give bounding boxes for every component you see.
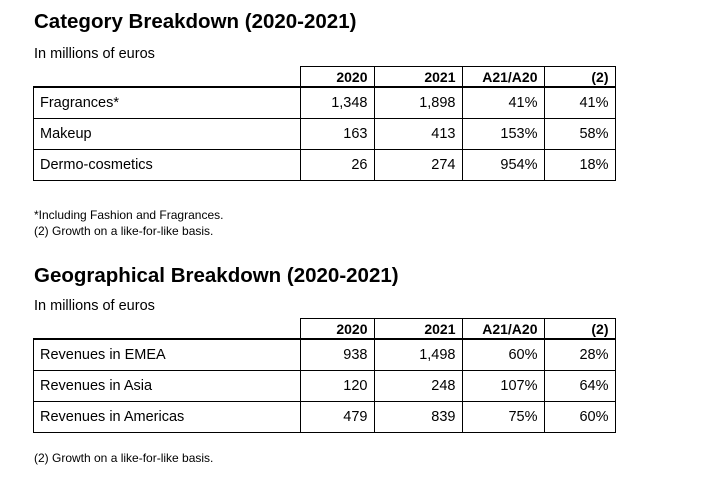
table-row: Makeup 163 413 153% 58%: [33, 118, 616, 150]
value-2020: 120: [299, 370, 375, 402]
header-2020: 2020: [299, 66, 375, 88]
value-2021: 839: [373, 401, 463, 433]
value-growth-ratio: 60%: [461, 338, 545, 371]
value-like-for-like: 28%: [543, 338, 616, 371]
value-like-for-like: 18%: [543, 149, 616, 181]
value-2021: 248: [373, 370, 463, 402]
row-label: Dermo-cosmetics: [33, 149, 301, 181]
value-2021: 1,898: [373, 86, 463, 119]
category-footnote-fashion: *Including Fashion and Fragrances.: [34, 208, 224, 222]
table-row: Revenues in Asia 120 248 107% 64%: [33, 370, 616, 402]
value-growth-ratio: 107%: [461, 370, 545, 402]
table-row: Revenues in EMEA 938 1,498 60% 28%: [33, 338, 616, 371]
value-like-for-like: 60%: [543, 401, 616, 433]
value-2020: 938: [299, 338, 375, 371]
header-blank: [33, 66, 300, 88]
header-2021: 2021: [373, 66, 463, 88]
value-2020: 1,348: [299, 86, 375, 119]
value-growth-ratio: 41%: [461, 86, 545, 119]
table-header-row: 2020 2021 A21/A20 (2): [33, 318, 616, 340]
row-label: Revenues in Asia: [33, 370, 301, 402]
value-like-for-like: 58%: [543, 118, 616, 150]
header-blank: [33, 318, 300, 340]
value-like-for-like: 41%: [543, 86, 616, 119]
row-label: Makeup: [33, 118, 301, 150]
geographical-title: Geographical Breakdown (2020-2021): [34, 264, 399, 287]
category-title: Category Breakdown (2020-2021): [34, 10, 357, 33]
table-row: Revenues in Americas 479 839 75% 60%: [33, 401, 616, 433]
category-subtitle: In millions of euros: [34, 46, 155, 62]
value-like-for-like: 64%: [543, 370, 616, 402]
value-2020: 26: [299, 149, 375, 181]
header-2020: 2020: [299, 318, 375, 340]
value-growth-ratio: 954%: [461, 149, 545, 181]
geographical-table: 2020 2021 A21/A20 (2) Revenues in EMEA 9…: [33, 318, 616, 433]
category-footnote-like-for-like: (2) Growth on a like-for-like basis.: [34, 224, 214, 238]
table-row: Fragrances* 1,348 1,898 41% 41%: [33, 86, 616, 119]
value-2020: 163: [299, 118, 375, 150]
table-header-row: 2020 2021 A21/A20 (2): [33, 66, 616, 88]
value-2021: 274: [373, 149, 463, 181]
header-growth-ratio: A21/A20: [461, 318, 545, 340]
category-table: 2020 2021 A21/A20 (2) Fragrances* 1,348 …: [33, 66, 616, 181]
row-label: Revenues in Americas: [33, 401, 301, 433]
value-growth-ratio: 153%: [461, 118, 545, 150]
geographical-footnote-like-for-like: (2) Growth on a like-for-like basis.: [34, 451, 214, 465]
value-2020: 479: [299, 401, 375, 433]
value-2021: 1,498: [373, 338, 463, 371]
header-growth-ratio: A21/A20: [461, 66, 545, 88]
header-2021: 2021: [373, 318, 463, 340]
row-label: Revenues in EMEA: [33, 338, 301, 371]
header-like-for-like: (2): [543, 318, 616, 340]
table-row: Dermo-cosmetics 26 274 954% 18%: [33, 149, 616, 181]
geographical-subtitle: In millions of euros: [34, 298, 155, 314]
value-growth-ratio: 75%: [461, 401, 545, 433]
header-like-for-like: (2): [543, 66, 616, 88]
value-2021: 413: [373, 118, 463, 150]
row-label: Fragrances*: [33, 86, 301, 119]
